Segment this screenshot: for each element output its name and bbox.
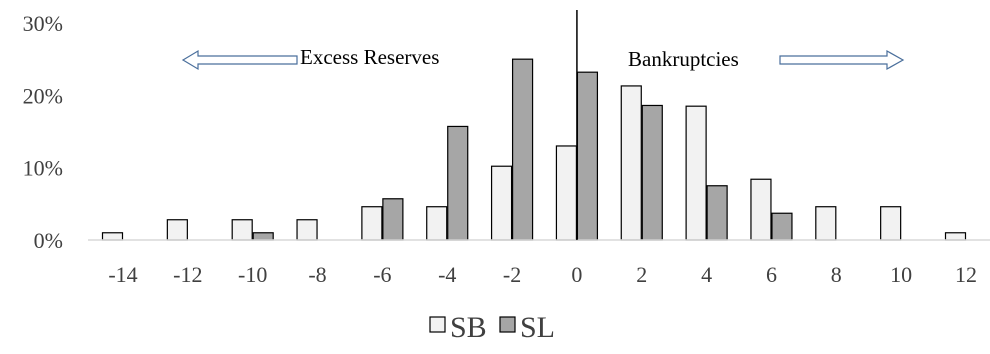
x-tick-label: -6 xyxy=(373,262,391,287)
bar-sl--10 xyxy=(252,232,274,241)
bar-sb-6 xyxy=(750,178,772,241)
annotation-bankruptcies: Bankruptcies xyxy=(628,47,905,71)
x-tick-label: -2 xyxy=(503,262,521,287)
y-tick-label: 0% xyxy=(34,228,63,253)
annotation-excess-reserves: Excess Reserves xyxy=(181,45,439,71)
bar-sl-2 xyxy=(641,104,663,241)
bar-sl--6 xyxy=(382,198,404,241)
x-tick-label: -8 xyxy=(308,262,326,287)
bar-sb-2 xyxy=(620,85,642,241)
right-arrow-icon xyxy=(779,49,905,71)
bar-sl-6 xyxy=(771,212,793,241)
bar-sb--2 xyxy=(490,165,513,241)
left-arrow-icon xyxy=(181,49,298,71)
legend-label-sl: SL xyxy=(520,311,555,344)
bar-sl-0 xyxy=(576,71,599,241)
legend-swatch-sl xyxy=(499,316,516,333)
x-tick-label: 10 xyxy=(890,262,912,287)
y-tick-label: 10% xyxy=(23,156,63,181)
bar-sb--12 xyxy=(166,219,188,241)
bar-sb-4 xyxy=(685,105,707,241)
x-tick-label: -12 xyxy=(173,262,202,287)
bankruptcies-label: Bankruptcies xyxy=(628,47,739,71)
legend-label-sb: SB xyxy=(450,311,487,344)
x-tick-label: 8 xyxy=(831,262,842,287)
legend-swatch-sb xyxy=(429,316,446,333)
bar-sb-12 xyxy=(944,232,967,241)
x-tick-label: -10 xyxy=(238,262,267,287)
x-axis-tick-labels: -14 -12 -10 -8 -6 -4 -2 0 2 4 6 8 10 12 xyxy=(108,262,977,287)
excess-reserves-label: Excess Reserves xyxy=(300,45,439,69)
x-tick-label: 2 xyxy=(636,262,647,287)
bar-sl--2 xyxy=(511,58,534,241)
y-tick-label: 20% xyxy=(23,83,63,108)
x-tick-label: 6 xyxy=(766,262,777,287)
bar-sb-0 xyxy=(555,145,578,241)
bar-sl--4 xyxy=(447,125,469,241)
bar-sl-4 xyxy=(706,185,728,241)
bar-sb--8 xyxy=(296,219,318,241)
x-tick-label: -14 xyxy=(108,262,137,287)
bar-sb--4 xyxy=(426,206,448,241)
x-tick-label: 12 xyxy=(955,262,977,287)
x-tick-label: 0 xyxy=(571,262,582,287)
y-tick-label: 30% xyxy=(23,11,63,36)
bar-sb--6 xyxy=(361,206,383,241)
legend: SB SL xyxy=(429,311,555,344)
bar-sb-8 xyxy=(815,206,837,241)
bar-sb--14 xyxy=(101,232,124,241)
y-axis-tick-labels: 0% 10% 20% 30% xyxy=(23,11,63,253)
bar-sb-10 xyxy=(880,206,902,241)
bars-group xyxy=(101,58,967,241)
bar-sb--10 xyxy=(231,219,253,241)
x-tick-label: 4 xyxy=(701,262,712,287)
x-tick-label: -4 xyxy=(438,262,456,287)
